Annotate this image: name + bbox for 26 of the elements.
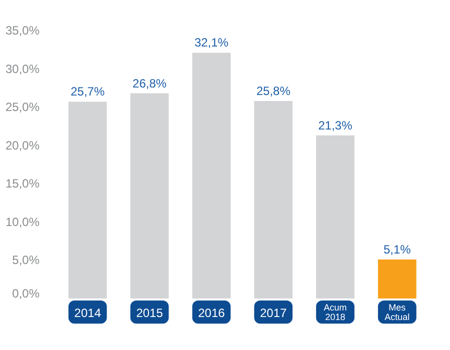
bar xyxy=(130,93,169,298)
data-label: 25,7% xyxy=(70,84,105,99)
bar xyxy=(316,135,354,298)
x-tick-label: 2016 xyxy=(198,306,226,320)
x-tick-label: Acum 2018 xyxy=(324,302,347,322)
y-tick-label: 0,0% xyxy=(12,286,40,300)
data-label: 25,8% xyxy=(256,84,291,98)
y-tick-label: 35,0% xyxy=(5,24,40,38)
y-tick-label: 15,0% xyxy=(5,176,40,191)
y-tick-label: 25,0% xyxy=(5,100,40,114)
bar xyxy=(192,52,231,298)
y-tick-label: 5,0% xyxy=(12,253,40,268)
x-tick-label: 2015 xyxy=(136,306,164,320)
bar xyxy=(254,100,293,298)
data-label: 5,1% xyxy=(383,242,412,256)
bar xyxy=(378,259,416,298)
data-label: 32,1% xyxy=(194,36,229,50)
bar xyxy=(68,102,107,298)
y-tick-label: 10,0% xyxy=(5,214,40,229)
x-tick-label: 2017 xyxy=(260,306,288,320)
x-tick-label: Mes Actual xyxy=(384,302,410,322)
data-label: 21,3% xyxy=(318,118,353,132)
y-tick-label: 30,0% xyxy=(5,62,40,76)
x-tick-label: 2014 xyxy=(74,306,102,320)
y-tick-label: 20,0% xyxy=(5,138,40,152)
data-label: 26,8% xyxy=(132,76,167,90)
